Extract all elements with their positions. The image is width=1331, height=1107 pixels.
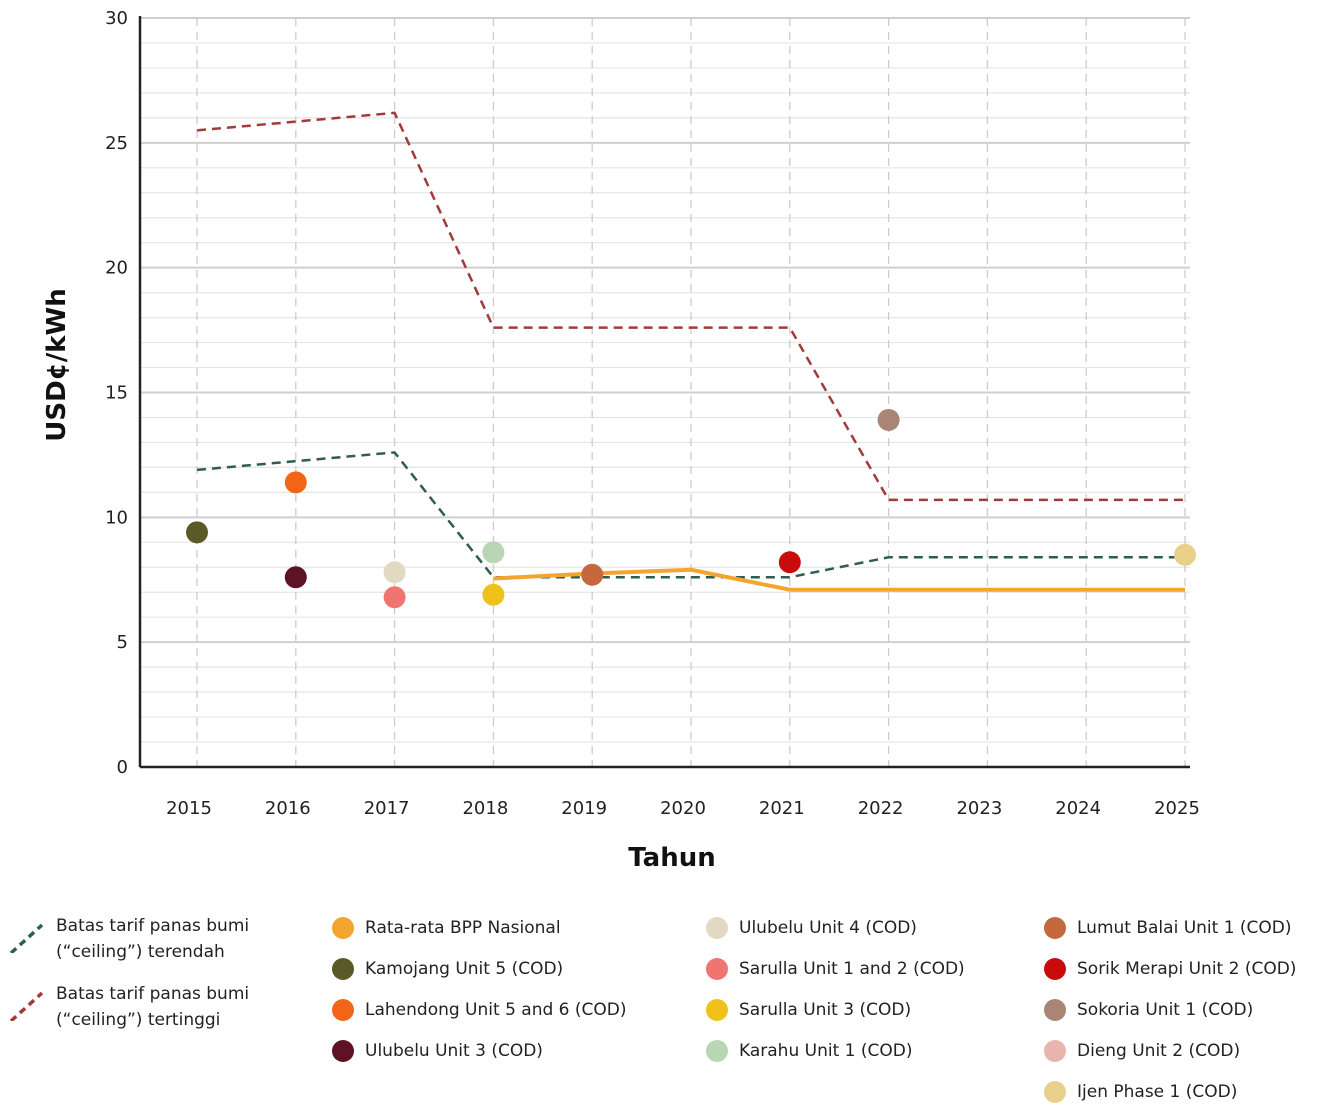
legend-item: Batas tarif panas bumi (“ceiling”) terti… bbox=[8, 981, 249, 1033]
legend-item: Rata-rata BPP Nasional bbox=[332, 915, 561, 941]
legend-dot-swatch bbox=[1044, 1081, 1066, 1103]
legend-dot-swatch bbox=[706, 999, 728, 1021]
legend-item: Karahu Unit 1 (COD) bbox=[706, 1038, 912, 1064]
legend-dot-swatch bbox=[1044, 1040, 1066, 1062]
y-axis-title: USD¢/kWh bbox=[42, 288, 72, 442]
legend-dot-swatch bbox=[706, 958, 728, 980]
x-tick-label: 2022 bbox=[858, 798, 904, 819]
legend-item: Dieng Unit 2 (COD) bbox=[1044, 1038, 1240, 1064]
legend-label: Dieng Unit 2 (COD) bbox=[1077, 1041, 1241, 1061]
legend-item: Sokoria Unit 1 (COD) bbox=[1044, 997, 1253, 1023]
y-tick-label: 0 bbox=[117, 757, 128, 778]
legend-item: Kamojang Unit 5 (COD) bbox=[332, 956, 563, 982]
series-line-1 bbox=[196, 451, 1185, 579]
x-tick-label: 2020 bbox=[660, 798, 706, 819]
legend-dashed-line-swatch bbox=[9, 991, 44, 1021]
legend-item: Ijen Phase 1 (COD) bbox=[1044, 1079, 1237, 1105]
x-tick-label: 2017 bbox=[364, 798, 410, 819]
legend-item: Lumut Balai Unit 1 (COD) bbox=[1044, 915, 1292, 941]
y-tick-label: 10 bbox=[105, 507, 128, 528]
points-layer bbox=[186, 408, 1196, 609]
legend-dot-swatch bbox=[1044, 999, 1066, 1021]
x-tick-label: 2016 bbox=[265, 798, 311, 819]
y-tick-label: 5 bbox=[117, 632, 128, 653]
data-point bbox=[383, 586, 406, 609]
data-point bbox=[482, 541, 505, 564]
x-tick-label: 2024 bbox=[1055, 798, 1101, 819]
legend-label: Rata-rata BPP Nasional bbox=[365, 918, 561, 938]
x-tick-label: 2023 bbox=[956, 798, 1002, 819]
y-tick-label: 25 bbox=[105, 133, 128, 154]
legend-label: Sarulla Unit 1 and 2 (COD) bbox=[739, 959, 965, 979]
legend-label: Karahu Unit 1 (COD) bbox=[739, 1041, 913, 1061]
y-tick-label: 15 bbox=[105, 383, 128, 404]
legend-dot-swatch bbox=[1044, 958, 1066, 980]
legend-item: Batas tarif panas bumi (“ceiling”) teren… bbox=[8, 913, 249, 965]
x-axis-title: Tahun bbox=[628, 843, 715, 873]
series-line-3 bbox=[493, 567, 1185, 592]
legend-item: Ulubelu Unit 3 (COD) bbox=[332, 1038, 543, 1064]
legend-label: Sarulla Unit 3 (COD) bbox=[739, 1000, 912, 1020]
data-point bbox=[877, 408, 900, 431]
legend-label: Batas tarif panas bumi (“ceiling”) terti… bbox=[56, 984, 250, 1030]
legend-label: Lumut Balai Unit 1 (COD) bbox=[1077, 918, 1292, 938]
data-point bbox=[284, 471, 307, 494]
y-tick-label: 20 bbox=[105, 258, 128, 279]
x-tick-label: 2018 bbox=[462, 798, 508, 819]
x-tick-label: 2021 bbox=[759, 798, 805, 819]
legend-dot-swatch bbox=[332, 917, 354, 939]
legend-dot-swatch bbox=[706, 1040, 728, 1062]
legend-dot-swatch bbox=[1044, 917, 1066, 939]
x-tick-label: 2019 bbox=[561, 798, 607, 819]
legend-dot-swatch bbox=[706, 917, 728, 939]
data-point bbox=[778, 551, 801, 574]
legend: Batas tarif panas bumi (“ceiling”) teren… bbox=[0, 905, 1331, 1105]
legend-dot-swatch bbox=[332, 1040, 354, 1062]
data-point bbox=[581, 563, 604, 586]
legend-label: Sokoria Unit 1 (COD) bbox=[1077, 1000, 1254, 1020]
legend-label: Lahendong Unit 5 and 6 (COD) bbox=[365, 1000, 627, 1020]
series-line-2 bbox=[196, 111, 1185, 502]
x-tick-label: 2025 bbox=[1154, 798, 1200, 819]
grid bbox=[140, 17, 1190, 767]
data-point bbox=[383, 561, 406, 584]
legend-label: Kamojang Unit 5 (COD) bbox=[365, 959, 564, 979]
legend-item: Sarulla Unit 3 (COD) bbox=[706, 997, 911, 1023]
legend-dot-swatch bbox=[332, 999, 354, 1021]
data-point bbox=[284, 566, 307, 589]
series-layer bbox=[196, 111, 1185, 592]
legend-label: Ijen Phase 1 (COD) bbox=[1077, 1082, 1238, 1102]
legend-item: Sarulla Unit 1 and 2 (COD) bbox=[706, 956, 965, 982]
legend-dot-swatch bbox=[332, 958, 354, 980]
y-tick-label: 30 bbox=[105, 8, 128, 29]
x-tick-label: 2015 bbox=[166, 798, 212, 819]
legend-label: Batas tarif panas bumi (“ceiling”) teren… bbox=[56, 916, 250, 962]
legend-label: Sorik Merapi Unit 2 (COD) bbox=[1077, 959, 1297, 979]
data-point bbox=[186, 521, 208, 544]
legend-item: Sorik Merapi Unit 2 (COD) bbox=[1044, 956, 1296, 982]
legend-label: Ulubelu Unit 4 (COD) bbox=[739, 918, 917, 938]
legend-dashed-line-swatch bbox=[9, 923, 44, 953]
data-point bbox=[482, 583, 505, 606]
legend-label: Ulubelu Unit 3 (COD) bbox=[365, 1041, 543, 1061]
legend-item: Ulubelu Unit 4 (COD) bbox=[706, 915, 917, 941]
legend-item: Lahendong Unit 5 and 6 (COD) bbox=[332, 997, 627, 1023]
data-point bbox=[1174, 543, 1196, 566]
